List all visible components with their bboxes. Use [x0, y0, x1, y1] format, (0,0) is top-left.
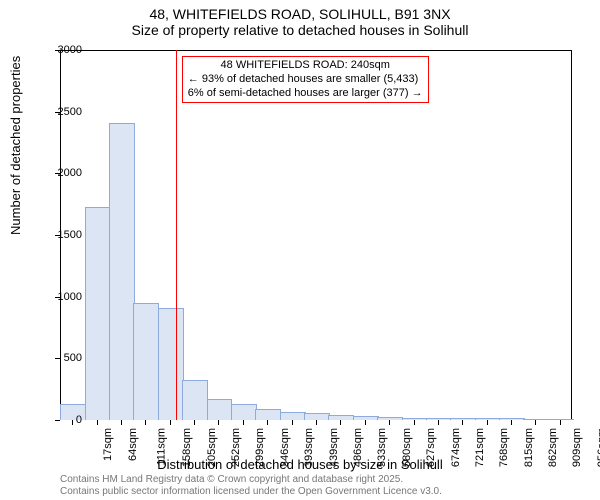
annotation-line: ← 93% of detached houses are smaller (5,… — [188, 73, 423, 87]
x-tick — [340, 420, 341, 425]
x-tick-label: 533sqm — [377, 428, 389, 467]
x-tick-label: 17sqm — [102, 428, 114, 461]
x-tick-label: 768sqm — [498, 428, 510, 467]
chart-title-line2: Size of property relative to detached ho… — [0, 22, 600, 42]
plot-area: 48 WHITEFIELDS ROAD: 240sqm← 93% of deta… — [60, 50, 572, 420]
footer-line1: Contains HM Land Registry data © Crown c… — [60, 474, 442, 486]
x-tick-label: 815sqm — [523, 428, 535, 467]
y-tick-label: 1000 — [42, 291, 82, 303]
y-tick-label: 2500 — [42, 106, 82, 118]
x-tick — [292, 420, 293, 425]
footer-attribution: Contains HM Land Registry data © Crown c… — [60, 474, 442, 498]
histogram-bar — [231, 404, 257, 420]
x-tick — [560, 420, 561, 425]
x-tick-label: 111sqm — [155, 428, 167, 466]
x-tick — [414, 420, 415, 425]
x-tick-label: 205sqm — [206, 428, 218, 467]
histogram-bar — [182, 380, 208, 420]
histogram-bar — [133, 303, 159, 420]
x-tick — [121, 420, 122, 425]
histogram-bar — [85, 207, 111, 420]
histogram-bar — [426, 418, 452, 420]
footer-line2: Contains public sector information licen… — [60, 486, 442, 498]
x-tick-label: 393sqm — [303, 428, 315, 467]
x-tick — [316, 420, 317, 425]
x-tick — [511, 420, 512, 425]
histogram-bar — [353, 416, 379, 420]
y-tick-label: 3000 — [42, 44, 82, 56]
annotation-line: 48 WHITEFIELDS ROAD: 240sqm — [188, 59, 423, 73]
x-tick — [267, 420, 268, 425]
x-tick-label: 346sqm — [279, 428, 291, 467]
y-axis-label: Number of detached properties — [8, 56, 23, 235]
x-tick — [218, 420, 219, 425]
histogram-bar — [109, 123, 135, 420]
y-tick-label: 1500 — [42, 229, 82, 241]
x-tick-label: 956sqm — [596, 428, 600, 467]
axis-border-top — [60, 50, 572, 51]
x-tick — [389, 420, 390, 425]
y-tick-label: 500 — [42, 352, 82, 364]
x-tick — [243, 420, 244, 425]
histogram-bar — [207, 399, 233, 420]
histogram-bar — [280, 412, 306, 420]
x-tick — [487, 420, 488, 425]
x-tick — [145, 420, 146, 425]
x-tick — [438, 420, 439, 425]
chart-title-line1: 48, WHITEFIELDS ROAD, SOLIHULL, B91 3NX — [0, 0, 600, 22]
axis-border-right — [571, 50, 572, 420]
x-tick-label: 64sqm — [127, 428, 139, 461]
x-tick — [194, 420, 195, 425]
histogram-bar — [255, 409, 281, 420]
x-tick-label: 580sqm — [401, 428, 413, 467]
y-tick-label: 0 — [42, 414, 82, 426]
x-tick-label: 721sqm — [474, 428, 486, 467]
x-tick-label: 674sqm — [450, 428, 462, 467]
reference-line — [176, 50, 177, 420]
x-tick-label: 252sqm — [230, 428, 242, 467]
x-tick — [97, 420, 98, 425]
x-tick-label: 862sqm — [547, 428, 559, 467]
x-tick-label: 439sqm — [328, 428, 340, 467]
y-tick-label: 2000 — [42, 167, 82, 179]
x-tick-label: 486sqm — [352, 428, 364, 467]
x-tick-label: 909sqm — [572, 428, 584, 467]
x-tick-label: 627sqm — [425, 428, 437, 467]
histogram-bar — [548, 419, 574, 420]
histogram-bar — [158, 308, 184, 420]
x-tick-label: 299sqm — [255, 428, 267, 467]
x-tick — [365, 420, 366, 425]
x-tick — [462, 420, 463, 425]
annotation-box: 48 WHITEFIELDS ROAD: 240sqm← 93% of deta… — [182, 56, 429, 103]
x-tick — [170, 420, 171, 425]
annotation-line: 6% of semi-detached houses are larger (3… — [188, 87, 423, 101]
x-tick-label: 158sqm — [181, 428, 193, 467]
x-tick — [535, 420, 536, 425]
histogram-bar — [475, 418, 501, 420]
